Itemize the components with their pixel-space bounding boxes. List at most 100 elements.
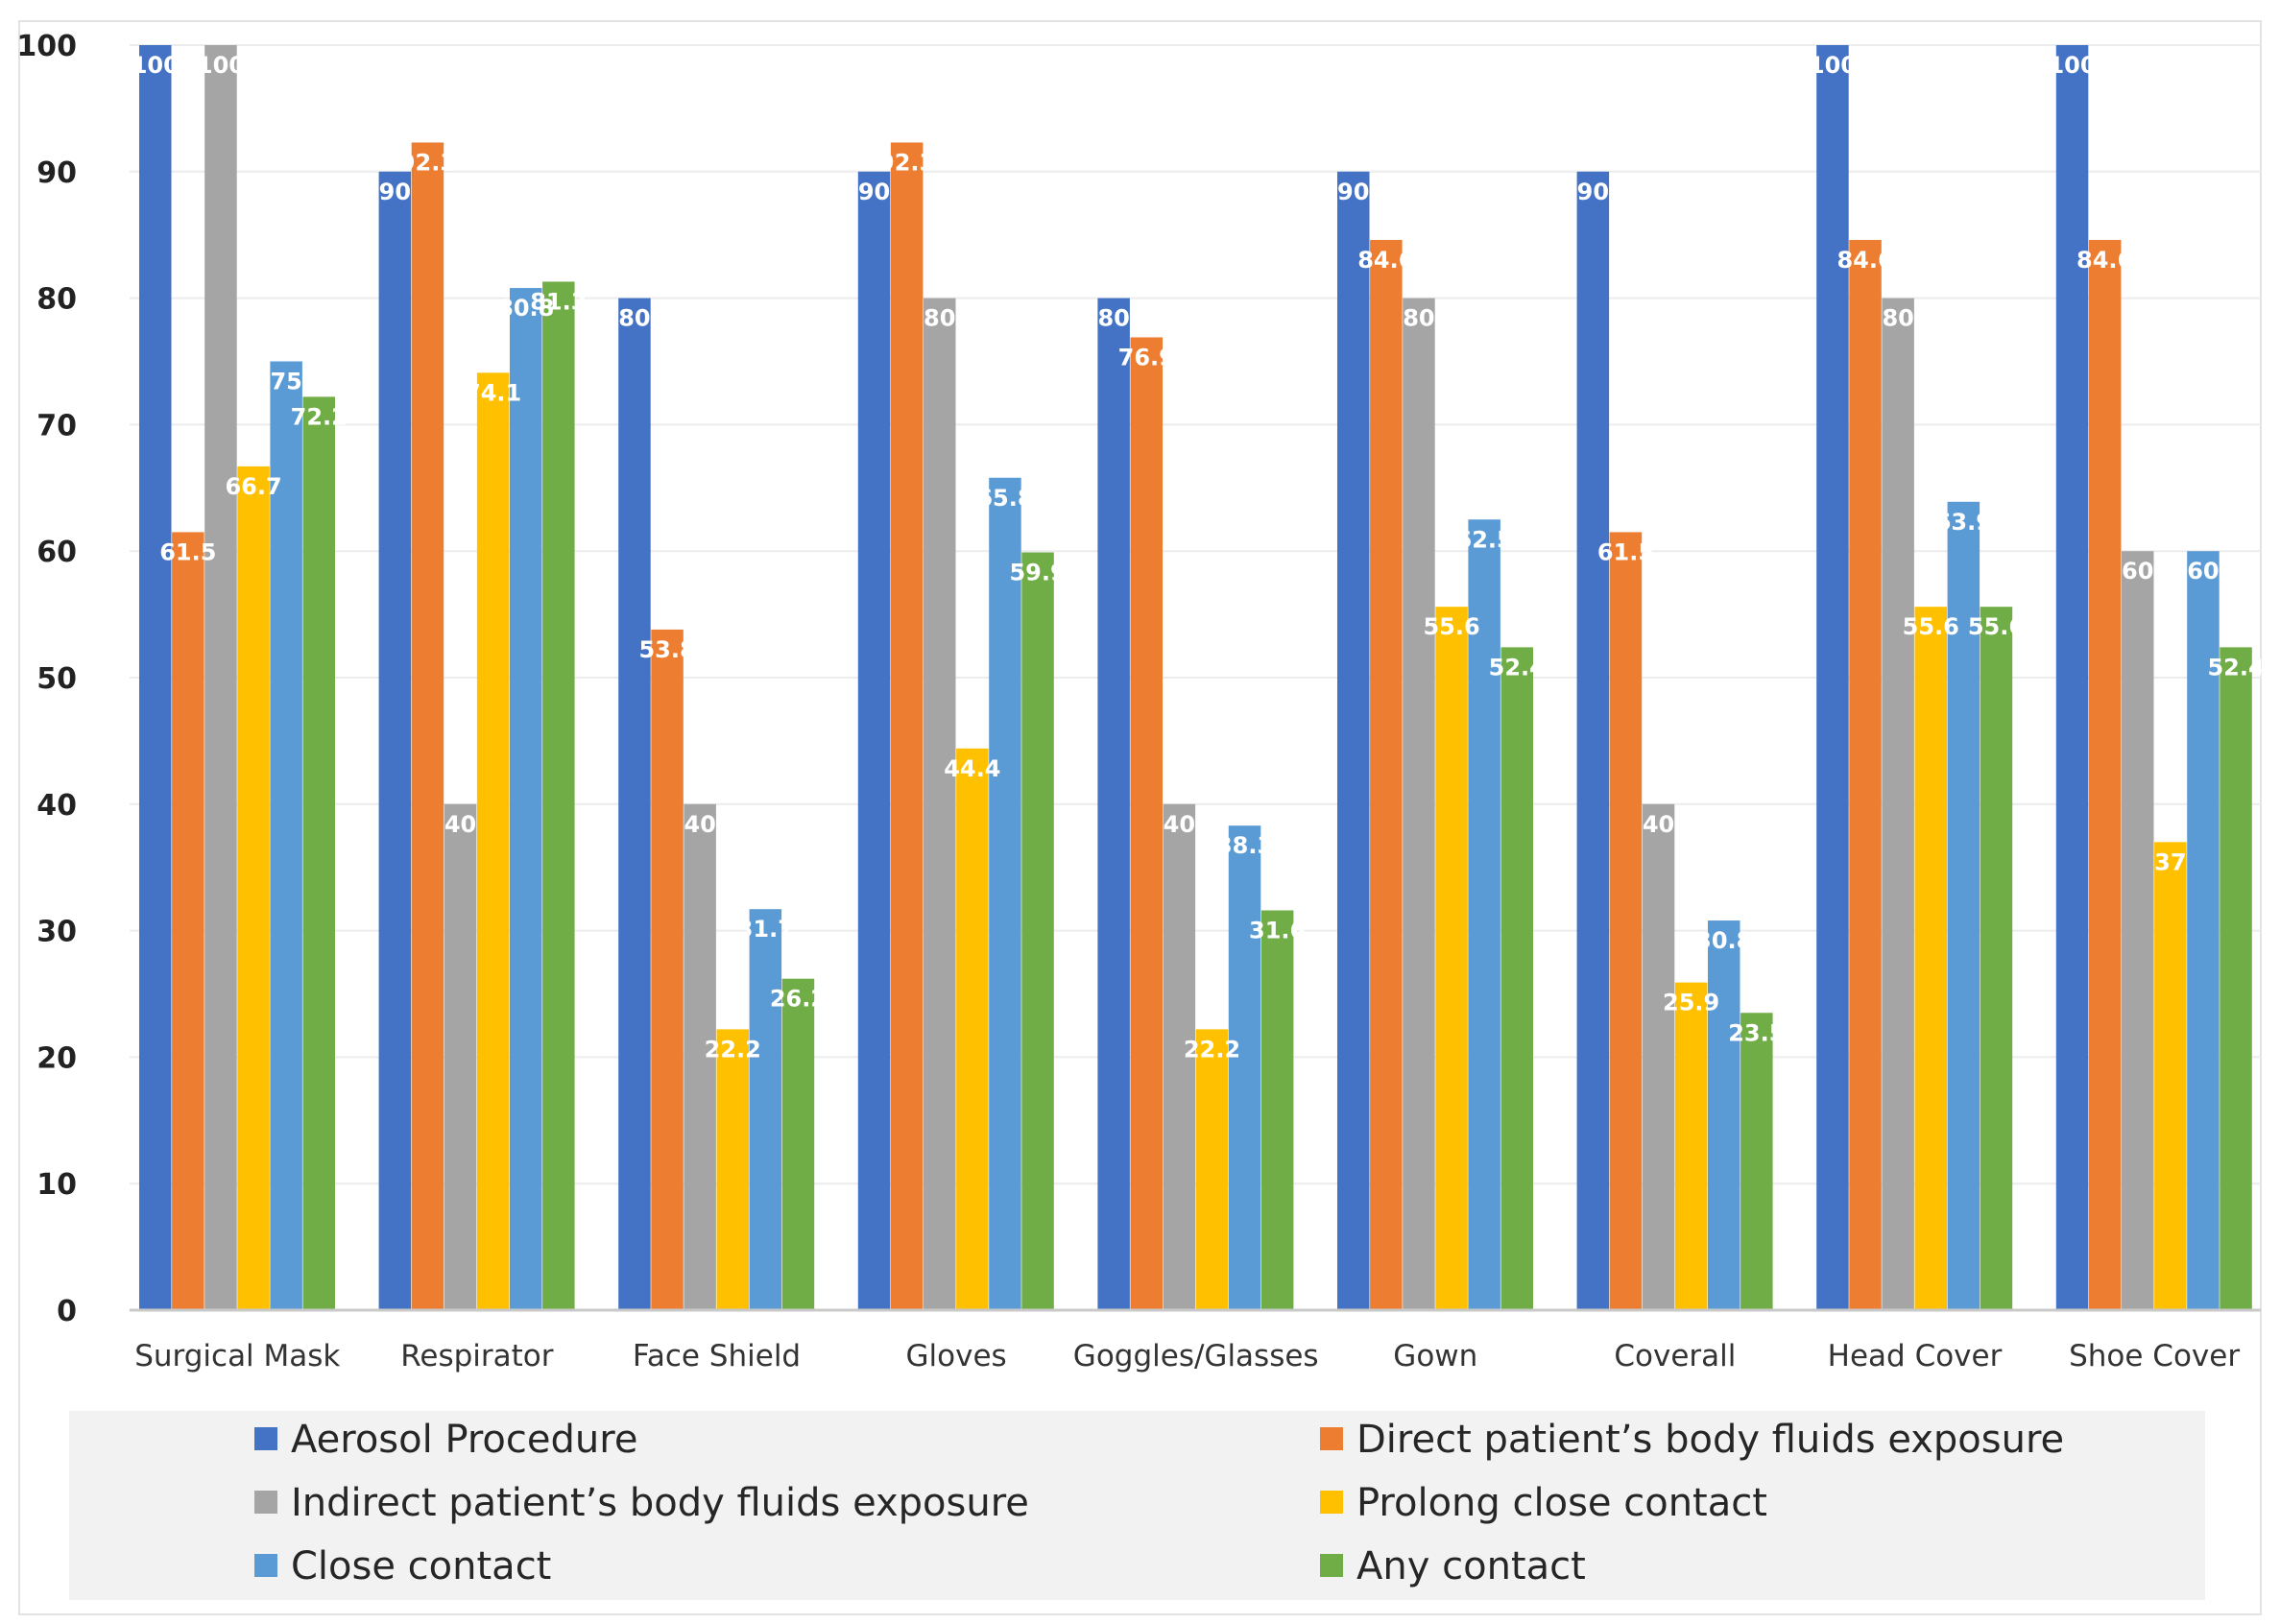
data-label-shoe-cover-direct-patient-s-body-fluids-exposure: 84.6 xyxy=(2076,247,2133,274)
data-label-gown-indirect-patient-s-body-fluids-exposure: 80 xyxy=(1403,305,1434,332)
bar-gown-prolong-close-contact xyxy=(1435,607,1468,1310)
data-label-respirator-prolong-close-contact: 74.1 xyxy=(465,379,521,406)
data-label-gown-close-contact: 62.5 xyxy=(1456,526,1513,553)
bar-gown-direct-patient-s-body-fluids-exposure xyxy=(1370,239,1403,1310)
data-label-shoe-cover-any-contact: 52.4 xyxy=(2207,654,2264,681)
data-label-gloves-any-contact: 59.9 xyxy=(1009,560,1066,586)
y-tick-label: 40 xyxy=(36,789,77,823)
data-label-shoe-cover-aerosol-procedure: 100 xyxy=(2048,52,2096,79)
x-tick-label-head-cover: Head Cover xyxy=(1828,1339,2003,1373)
bar-head-cover-prolong-close-contact xyxy=(1914,607,1947,1310)
data-label-face-shield-any-contact: 26.2 xyxy=(770,986,827,1013)
legend-label-any-contact: Any contact xyxy=(1356,1544,1586,1588)
bar-gown-indirect-patient-s-body-fluids-exposure xyxy=(1403,298,1435,1311)
bar-respirator-indirect-patient-s-body-fluids-exposure xyxy=(444,803,477,1310)
data-label-goggles-glasses-direct-patient-s-body-fluids-exposure: 76.9 xyxy=(1118,344,1175,370)
axes: 0 10 20 30 40 50 60 70 80 90 100 Surgical Mask Respi… xyxy=(16,30,2261,1373)
bar-goggles-glasses-aerosol-procedure xyxy=(1097,298,1130,1311)
data-label-face-shield-indirect-patient-s-body-fluids-exposure: 40 xyxy=(684,811,715,838)
data-label-respirator-indirect-patient-s-body-fluids-exposure: 40 xyxy=(444,811,476,838)
bar-coverall-direct-patient-s-body-fluids-exposure xyxy=(1609,532,1643,1310)
y-tick-label: 10 xyxy=(36,1168,77,1202)
data-label-face-shield-close-contact: 31.7 xyxy=(737,916,794,943)
data-label-head-cover-prolong-close-contact: 55.6 xyxy=(1903,613,1959,640)
legend-label-indirect-patient-s-body-fluids-exposure: Indirect patient’s body fluids exposure xyxy=(291,1481,1029,1525)
bar-face-shield-indirect-patient-s-body-fluids-exposure xyxy=(684,803,716,1310)
legend-label-direct-patient-s-body-fluids-exposure: Direct patient’s body fluids exposure xyxy=(1356,1418,2064,1462)
bar-head-cover-close-contact xyxy=(1947,501,1980,1310)
legend: Aerosol Procedure Direct patient’s body f… xyxy=(69,1411,2205,1600)
bar-surgical-mask-any-contact xyxy=(302,396,335,1310)
legend-label-aerosol-procedure: Aerosol Procedure xyxy=(291,1418,637,1462)
data-label-head-cover-aerosol-procedure: 100 xyxy=(1809,52,1857,79)
bar-face-shield-aerosol-procedure xyxy=(618,298,651,1311)
legend-swatch-indirect-patient-s-body-fluids-exposure xyxy=(254,1491,277,1514)
x-tick-label-shoe-cover: Shoe Cover xyxy=(2069,1339,2240,1373)
data-label-coverall-any-contact: 23.5 xyxy=(1728,1019,1785,1046)
bar-face-shield-direct-patient-s-body-fluids-exposure xyxy=(651,629,684,1310)
bar-head-cover-aerosol-procedure xyxy=(1816,45,1849,1310)
bar-gloves-prolong-close-contact xyxy=(956,748,989,1310)
x-tick-label-goggles-glasses: Goggles/Glasses xyxy=(1073,1339,1319,1373)
bar-shoe-cover-aerosol-procedure xyxy=(2055,45,2089,1310)
x-tick-label-coverall: Coverall xyxy=(1614,1339,1736,1373)
bar-surgical-mask-aerosol-procedure xyxy=(139,45,172,1310)
bar-respirator-prolong-close-contact xyxy=(476,372,510,1310)
y-tick-label: 60 xyxy=(36,536,77,569)
bar-gloves-any-contact xyxy=(1021,552,1054,1310)
bar-shoe-cover-any-contact xyxy=(2220,647,2252,1310)
bar-goggles-glasses-any-contact xyxy=(1260,910,1294,1310)
data-label-goggles-glasses-indirect-patient-s-body-fluids-exposure: 40 xyxy=(1164,811,1195,838)
data-label-shoe-cover-close-contact: 60 xyxy=(2187,558,2219,585)
data-label-surgical-mask-any-contact: 72.2 xyxy=(291,403,348,430)
data-label-surgical-mask-aerosol-procedure: 100 xyxy=(132,52,180,79)
data-label-gloves-indirect-patient-s-body-fluids-exposure: 80 xyxy=(924,305,955,332)
bar-shoe-cover-direct-patient-s-body-fluids-exposure xyxy=(2088,239,2122,1310)
bar-coverall-aerosol-procedure xyxy=(1576,171,1610,1310)
bar-surgical-mask-indirect-patient-s-body-fluids-exposure xyxy=(204,45,237,1310)
bar-shoe-cover-close-contact xyxy=(2187,551,2220,1310)
data-label-respirator-close-contact: 80.8 xyxy=(497,295,554,322)
bar-face-shield-prolong-close-contact xyxy=(716,1029,749,1310)
bar-coverall-any-contact xyxy=(1740,1013,1773,1310)
legend-label-close-contact: Close contact xyxy=(291,1544,551,1588)
bar-respirator-direct-patient-s-body-fluids-exposure xyxy=(411,142,444,1311)
legend-swatch-aerosol-procedure xyxy=(254,1427,277,1450)
data-label-gown-prolong-close-contact: 55.6 xyxy=(1423,613,1479,640)
data-label-gown-aerosol-procedure: 90 xyxy=(1337,179,1369,205)
data-label-gloves-prolong-close-contact: 44.4 xyxy=(944,755,1000,782)
bar-surgical-mask-direct-patient-s-body-fluids-exposure xyxy=(172,532,204,1310)
data-label-coverall-direct-patient-s-body-fluids-exposure: 61.5 xyxy=(1597,538,1654,565)
y-tick-label: 20 xyxy=(36,1041,77,1075)
bar-face-shield-close-contact xyxy=(749,909,782,1310)
data-label-face-shield-direct-patient-s-body-fluids-exposure: 53.8 xyxy=(638,636,695,663)
x-tick-label-surgical-mask: Surgical Mask xyxy=(134,1339,340,1373)
bar-respirator-any-contact xyxy=(542,281,575,1310)
legend-swatch-any-contact xyxy=(1320,1554,1343,1577)
data-label-gloves-direct-patient-s-body-fluids-exposure: 92.3 xyxy=(878,149,935,176)
x-tick-label-gown: Gown xyxy=(1393,1339,1477,1373)
bar-head-cover-direct-patient-s-body-fluids-exposure xyxy=(1849,239,1882,1310)
data-label-gown-any-contact: 52.4 xyxy=(1489,654,1546,681)
data-label-respirator-any-contact: 81.3 xyxy=(530,288,587,315)
data-label-coverall-close-contact: 30.8 xyxy=(1695,927,1752,954)
data-label-respirator-direct-patient-s-body-fluids-exposure: 92.3 xyxy=(399,149,456,176)
x-tick-label-respirator: Respirator xyxy=(400,1339,554,1373)
data-labels: 100 61.5 100 66.7 75 72.2 90 92.3 40 74.1 80.881.3… xyxy=(132,52,2265,1063)
data-label-coverall-prolong-close-contact: 25.9 xyxy=(1663,990,1719,1016)
bar-surgical-mask-close-contact xyxy=(270,361,302,1310)
data-label-goggles-glasses-prolong-close-contact: 22.2 xyxy=(1184,1036,1240,1063)
data-label-gloves-aerosol-procedure: 90 xyxy=(858,179,890,205)
bar-gloves-aerosol-procedure xyxy=(857,171,891,1310)
data-label-goggles-glasses-any-contact: 31.6 xyxy=(1249,918,1306,944)
data-label-head-cover-close-contact: 63.9 xyxy=(1935,509,1992,536)
data-label-coverall-aerosol-procedure: 90 xyxy=(1577,179,1609,205)
y-tick-label: 80 xyxy=(36,283,77,317)
y-tick-label: 0 xyxy=(57,1295,77,1328)
data-label-shoe-cover-prolong-close-contact: 37 xyxy=(2154,848,2186,875)
bar-coverall-indirect-patient-s-body-fluids-exposure xyxy=(1642,803,1675,1310)
data-label-goggles-glasses-close-contact: 38.3 xyxy=(1216,832,1273,859)
bar-head-cover-any-contact xyxy=(1980,607,2013,1310)
legend-swatch-prolong-close-contact xyxy=(1320,1491,1343,1514)
